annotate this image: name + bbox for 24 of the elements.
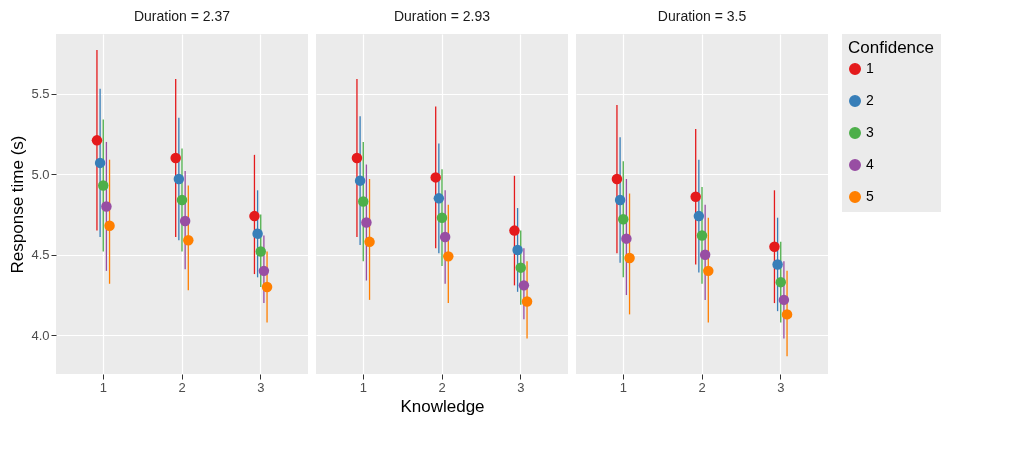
- y-tick-label: 4.5: [31, 247, 50, 263]
- x-tick-label: 1: [359, 379, 367, 395]
- legend-label: 5: [866, 188, 874, 204]
- x-tick-label: 3: [257, 379, 265, 395]
- y-tick-label: 5.5: [31, 86, 50, 102]
- chart-title: Duration = 2.93: [393, 8, 491, 24]
- legend-label: 2: [866, 92, 874, 108]
- x-tick-label: 3: [517, 379, 525, 395]
- y-axis-title: Response time (s): [8, 135, 28, 274]
- x-tick-label: 2: [178, 379, 186, 395]
- x-tick-label: 2: [438, 379, 446, 395]
- x-tick-label: 1: [99, 379, 107, 395]
- legend-label: 1: [866, 60, 874, 76]
- chart-title: Duration = 2.37: [133, 8, 231, 24]
- y-tick-label: 5.0: [31, 166, 50, 182]
- legend-title: Confidence: [848, 38, 935, 57]
- x-tick-label: 1: [619, 379, 627, 395]
- legend-label: 4: [866, 156, 874, 172]
- chart-title: Duration = 3.5: [657, 8, 747, 24]
- y-tick-label: 4.0: [31, 327, 50, 343]
- legend-label: 3: [866, 124, 874, 140]
- x-axis-title: Knowledge: [400, 396, 485, 416]
- x-tick-label: 3: [777, 379, 785, 395]
- x-tick-label: 2: [698, 379, 706, 395]
